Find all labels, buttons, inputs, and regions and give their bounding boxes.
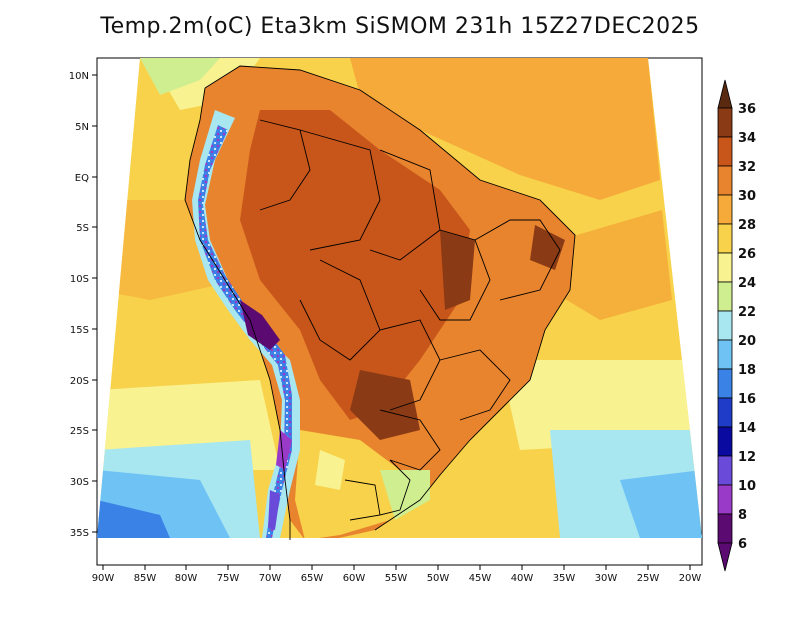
lon-tick-label: 90W — [92, 573, 115, 584]
lat-tick-label: 35S — [70, 528, 89, 539]
lat-tick-label: 20S — [70, 376, 89, 387]
lon-tick-label: 80W — [175, 573, 198, 584]
temperature-field — [97, 58, 702, 538]
lon-tick-label: 40W — [511, 573, 534, 584]
lon-tick-label: 75W — [217, 573, 240, 584]
map-title: Temp.2m(oC) Eta3km SiSMOM 231h 15Z27DEC2… — [100, 14, 700, 39]
coastlines — [184, 65, 576, 540]
lat-tick-label: EQ — [75, 173, 89, 184]
lon-tick-label: 20W — [679, 573, 702, 584]
lat-tick-label: 10N — [69, 71, 89, 82]
lon-tick-label: 35W — [553, 573, 576, 584]
lon-tick-label: 45W — [469, 573, 492, 584]
lon-tick-label: 30W — [595, 573, 618, 584]
lat-tick-label: 30S — [70, 477, 89, 488]
lat-tick-label: 5N — [75, 122, 89, 133]
lat-tick-label: 10S — [70, 274, 89, 285]
lon-tick-label: 25W — [637, 573, 660, 584]
lon-tick-label: 55W — [385, 573, 408, 584]
lon-tick-label: 60W — [343, 573, 366, 584]
lat-tick-label: 15S — [70, 325, 89, 336]
lon-tick-label: 70W — [259, 573, 282, 584]
lat-tick-label: 25S — [70, 426, 89, 437]
latitude-axis: 10N 5N EQ 5S 10S 15S 20S 25S 30S 35S — [69, 71, 97, 539]
lon-tick-label: 85W — [134, 573, 157, 584]
lon-tick-label: 65W — [301, 573, 324, 584]
longitude-axis: 90W 85W 80W 75W 70W 65W 60W 55W 50W 45W … — [92, 565, 702, 584]
lon-tick-label: 50W — [427, 573, 450, 584]
lat-tick-label: 5S — [76, 223, 89, 234]
